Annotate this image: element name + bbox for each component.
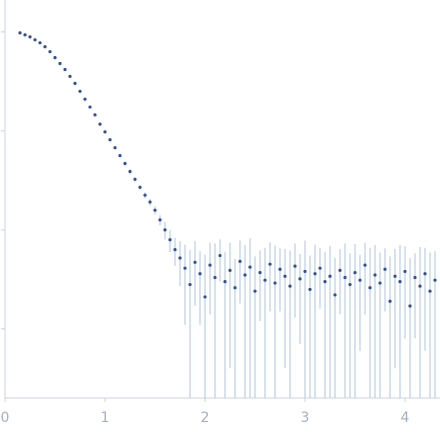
data-point [118,154,122,158]
data-point [233,286,237,290]
data-point [308,287,312,292]
data-point [213,275,217,280]
data-point [138,185,142,189]
data-point [178,256,182,260]
data-point [228,268,232,272]
data-point [193,260,197,264]
data-point [83,97,87,101]
data-point [388,299,392,303]
data-point [258,270,262,275]
data-point [248,265,252,269]
data-point [98,122,102,126]
data-point [103,130,107,134]
data-point [183,266,187,270]
data-point [298,277,302,281]
x-tick-label: 0 [1,410,10,426]
x-tick-label: 2 [201,410,210,426]
data-point [383,267,387,271]
x-tick-label: 4 [401,410,410,426]
data-point [108,138,112,142]
data-point [373,273,377,277]
data-point [408,304,412,308]
data-point [268,262,272,266]
data-point [188,282,192,287]
x-tick-label: 1 [101,410,110,426]
data-point [223,279,227,284]
data-point [123,161,127,166]
data-point [38,41,42,45]
data-point [318,266,322,270]
data-point [323,279,327,284]
data-point [343,275,347,280]
data-point [243,273,247,277]
data-point [48,50,52,54]
data-point [393,274,397,278]
data-point [338,268,342,272]
data-point [88,105,92,109]
data-point [198,272,202,276]
data-point [33,38,37,42]
data-point [263,278,267,282]
data-point [303,269,307,274]
data-point [413,275,417,280]
data-point [333,293,337,297]
data-point [53,55,57,60]
data-point [18,31,22,35]
data-point [68,74,72,79]
data-point [163,228,167,232]
data-point [363,263,367,267]
data-point [63,67,67,72]
data-point [208,263,212,267]
data-point [278,267,282,271]
data-point [288,284,292,288]
data-point [218,253,222,258]
data-point [238,259,242,263]
data-point [78,89,82,93]
data-point [23,33,27,37]
data-point [283,274,287,278]
data-point [418,284,422,288]
data-point [43,45,47,49]
data-point [148,200,152,204]
data-point [378,281,382,285]
data-point [153,208,157,212]
data-point [428,289,432,293]
data-point [313,272,317,276]
data-point [403,269,407,274]
data-point [73,81,77,85]
data-point [368,286,372,290]
data-point [133,177,137,181]
data-point [168,238,172,242]
data-point [293,264,297,268]
data-point [158,218,162,222]
data-point [423,272,427,276]
data-point [348,282,352,287]
data-point [358,278,362,282]
data-point [113,146,117,150]
data-point [143,193,147,197]
data-point [58,61,62,66]
x-tick-label: 3 [301,410,310,426]
data-point [93,113,97,117]
data-point [433,278,437,282]
data-point [28,35,32,39]
data-point [398,279,402,284]
data-point [173,248,177,252]
data-point [328,274,332,278]
data-point [353,270,357,275]
data-point [128,169,132,174]
data-point [253,289,257,293]
data-point [273,281,277,285]
data-point [203,295,207,299]
